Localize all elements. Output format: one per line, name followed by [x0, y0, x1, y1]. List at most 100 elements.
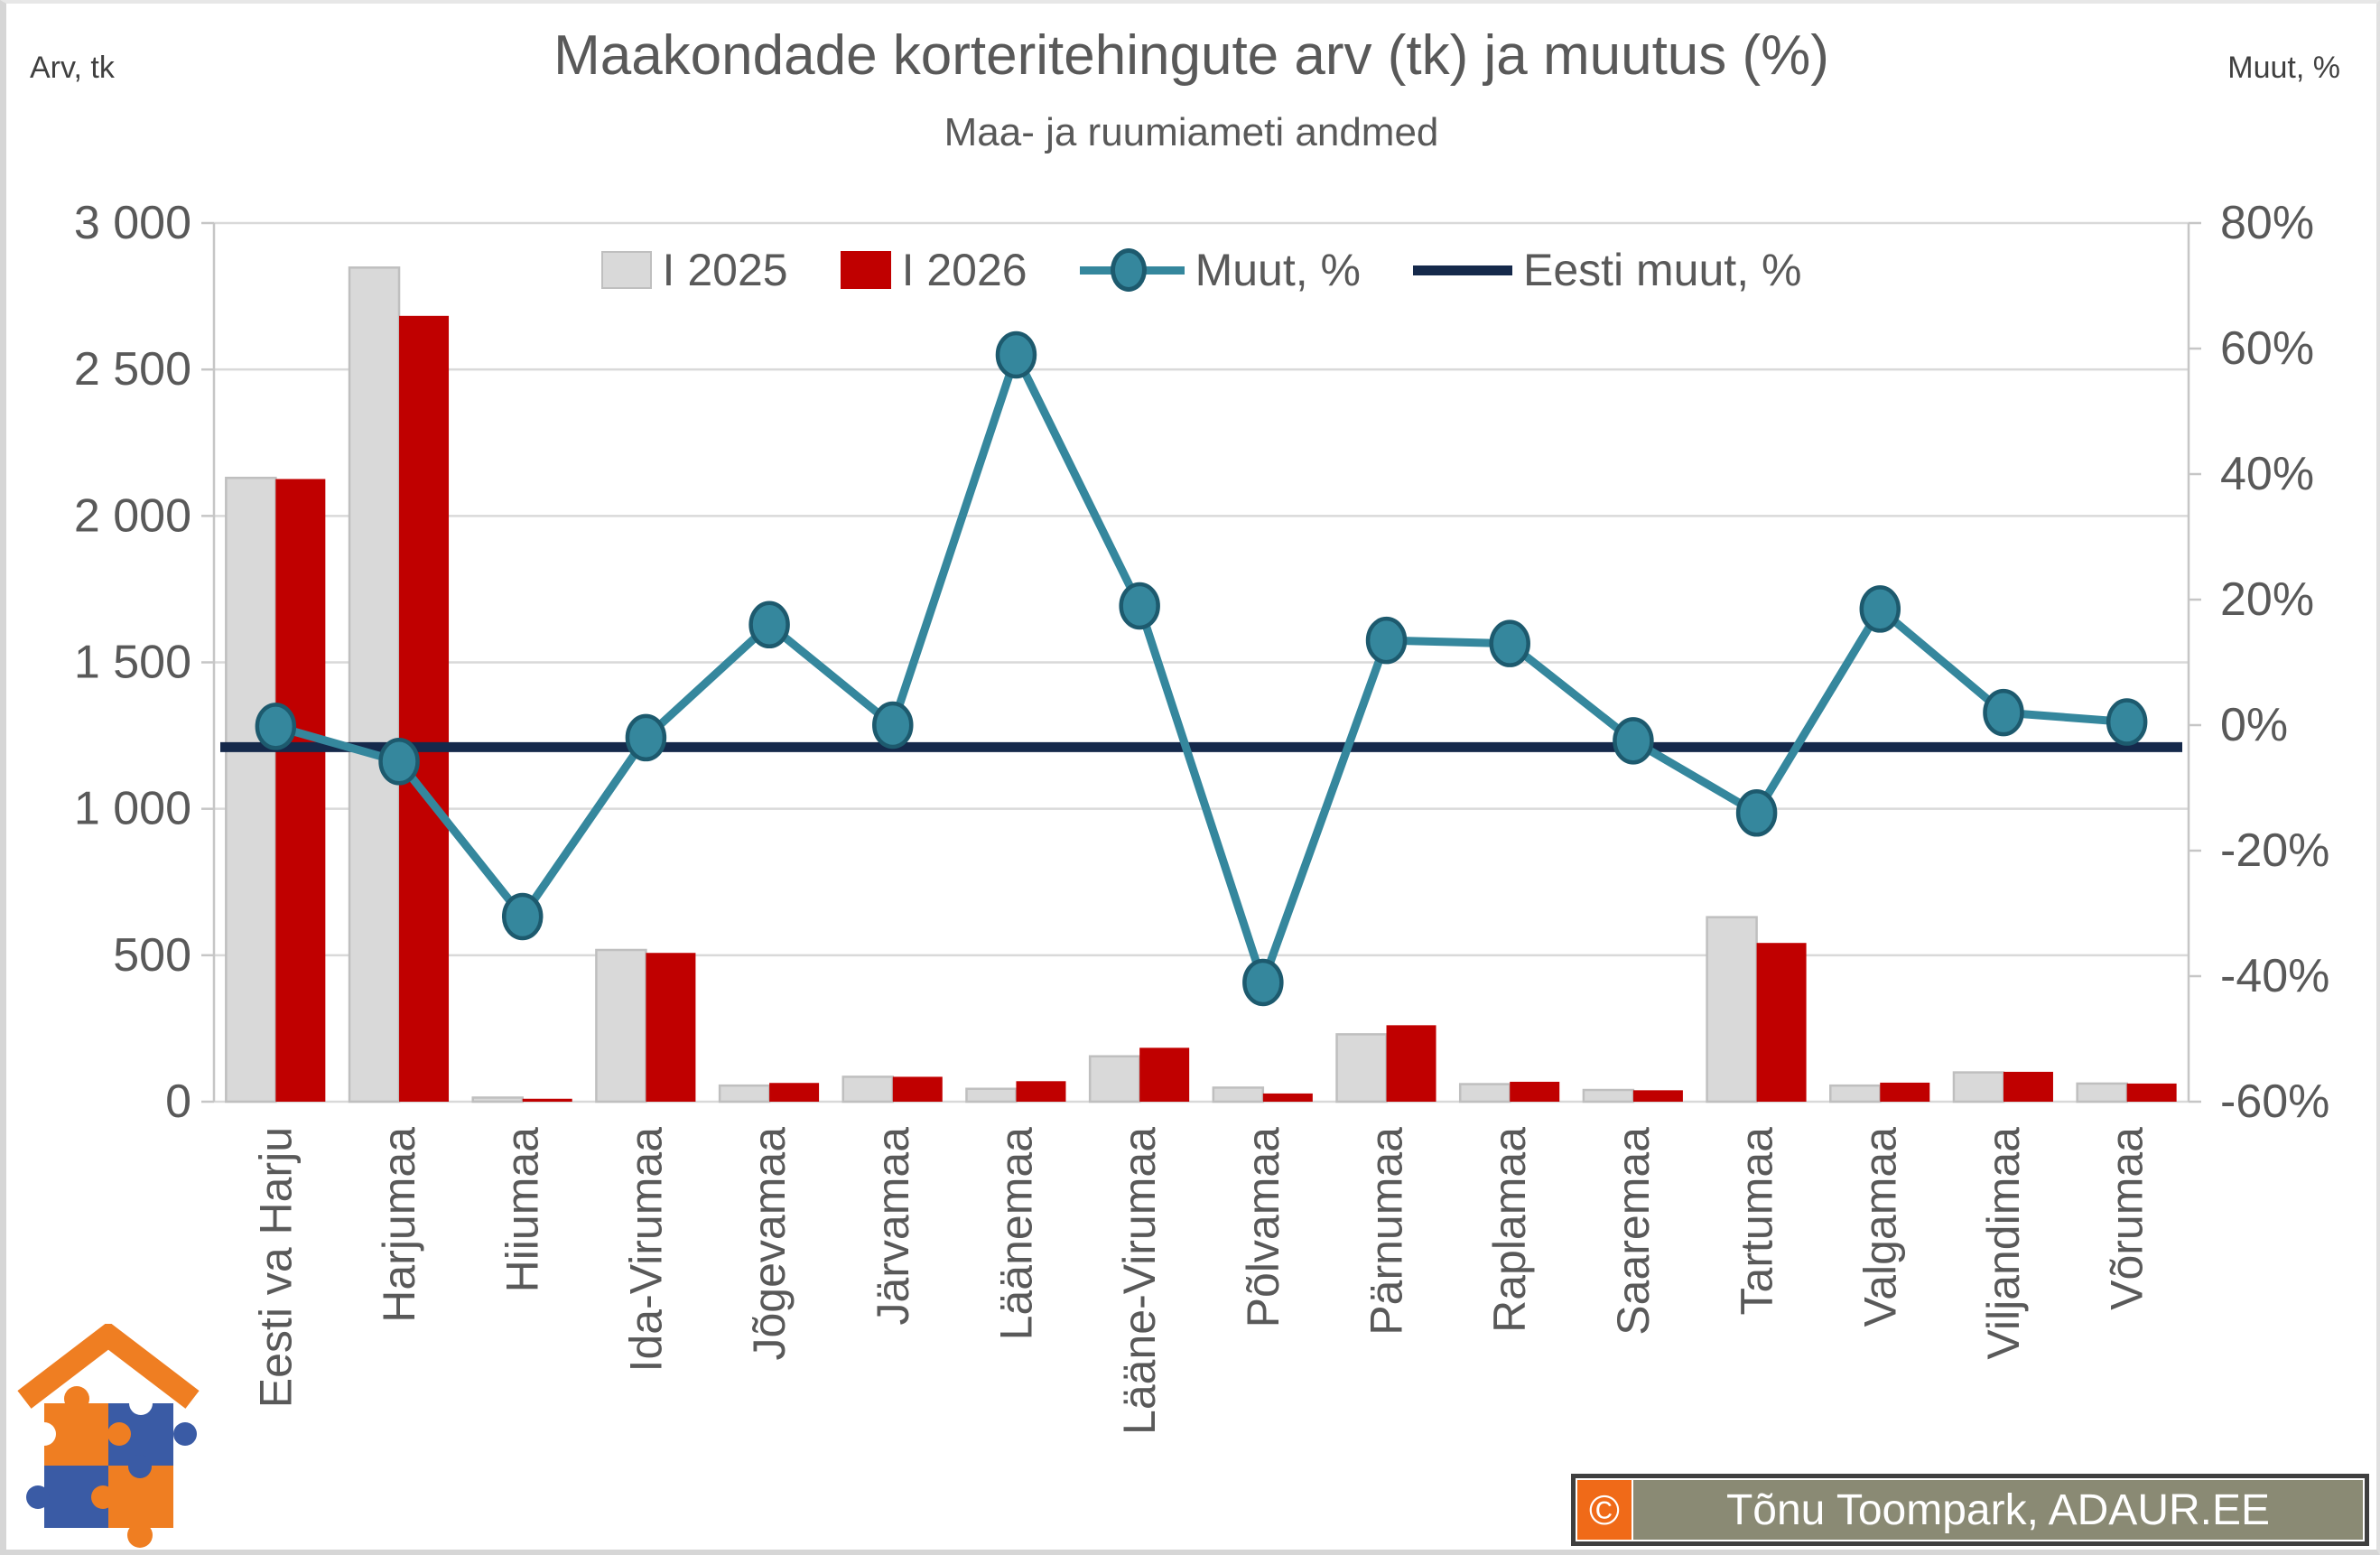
muut-line	[271, 350, 2132, 987]
bar-2026	[646, 953, 696, 1102]
category-label: Eesti va Harju	[250, 1127, 301, 1408]
bar-2025	[1952, 1071, 2005, 1103]
bar-2026	[275, 479, 326, 1102]
bar-2026	[1632, 1090, 1683, 1102]
muut-marker	[1735, 789, 1778, 837]
category-label: Põlvamaa	[1238, 1127, 1288, 1328]
bar-2025	[1582, 1088, 1635, 1103]
bar-2025	[841, 1075, 895, 1103]
house-puzzle-logo	[17, 1324, 200, 1548]
category-label: Järvamaa	[868, 1127, 918, 1326]
bar-2025	[1706, 916, 1758, 1103]
bar-2025	[595, 948, 647, 1103]
muut-marker	[995, 331, 1037, 379]
right-axis-tick-label: -20%	[2220, 824, 2329, 877]
bars-2026	[275, 315, 2177, 1102]
left-axis-tick-label: 2 000	[74, 489, 191, 542]
right-axis-unit-label: Muut, %	[2227, 51, 2340, 85]
bars-2025	[225, 266, 2128, 1103]
left-axis-tick-label: 3 000	[74, 197, 191, 249]
right-axis-tick-label: 60%	[2220, 322, 2314, 375]
page-title: Maakondade korteritehingute arv (tk) ja …	[553, 24, 1829, 87]
copyright-icon: ©	[1577, 1480, 1633, 1540]
legend-label-2026: I 2026	[901, 245, 1027, 295]
right-axis-tick-label: 40%	[2220, 448, 2314, 500]
muut-marker	[255, 703, 297, 750]
category-label: Läänemaa	[990, 1127, 1041, 1340]
legend-item-muut: Muut, %	[1079, 244, 1361, 296]
bar-2026	[1756, 943, 1807, 1102]
left-axis-tick-label: 1 500	[74, 637, 191, 689]
bar-2025	[718, 1084, 771, 1103]
bar-2025	[1335, 1033, 1388, 1103]
watermark-text: Tõnu Toompark, ADAUR.EE	[1725, 1485, 2271, 1534]
bar-2025	[1458, 1083, 1511, 1103]
watermark-inner: © Tõnu Toompark, ADAUR.EE	[1577, 1480, 2363, 1540]
bar-2025	[348, 266, 401, 1103]
bar-2026	[1880, 1082, 1930, 1102]
watermark-badge: © Tõnu Toompark, ADAUR.EE	[1571, 1474, 2369, 1546]
category-label: Saaremaa	[1608, 1127, 1659, 1336]
bar-2026	[1016, 1081, 1066, 1102]
muut-marker	[625, 713, 667, 762]
category-label: Võrumaa	[2102, 1127, 2152, 1310]
legend-swatch-2026	[840, 251, 891, 289]
category-label: Lääne-Virumaa	[1114, 1127, 1165, 1435]
muut-marker	[501, 892, 544, 941]
bar-2025	[471, 1096, 524, 1103]
category-labels: Eesti va Harju Harjumaa Hiiumaa Ida-Virumaa…	[250, 1127, 2152, 1435]
muut-marker	[1489, 619, 1530, 667]
category-label: Hiiumaa	[497, 1127, 548, 1293]
legend-label-muut: Muut, %	[1195, 245, 1361, 295]
right-axis-tick-label: 0%	[2220, 699, 2288, 751]
combo-chart: 0 500 1 000 1 500 2 000 2 500 3 000 -60% -40% -20…	[74, 197, 2330, 1435]
axis-lines	[201, 221, 2201, 1103]
muut-marker	[1365, 616, 1408, 665]
legend-label-eesti-muut: Eesti muut, %	[1522, 245, 1802, 295]
logo-puzzle-pieces	[26, 1386, 197, 1548]
bar-2026	[769, 1083, 820, 1102]
bar-2025	[1212, 1086, 1265, 1103]
navy-line-icon	[1412, 265, 1512, 275]
left-axis-tick-label: 500	[113, 929, 191, 982]
muut-marker	[1119, 582, 1160, 630]
left-axis-tick-label: 0	[165, 1075, 191, 1128]
bar-2026	[1510, 1081, 1560, 1102]
legend-muut-symbol	[1079, 247, 1185, 293]
muut-marker	[2106, 698, 2148, 746]
bar-2026	[892, 1076, 943, 1102]
category-label: Harjumaa	[374, 1127, 424, 1323]
bar-2025	[1088, 1055, 1141, 1103]
left-axis-tick-label: 2 500	[74, 343, 191, 396]
category-label: Viljandimaa	[1978, 1127, 2029, 1360]
bar-2025	[1829, 1084, 1882, 1103]
bar-2026	[2003, 1071, 2053, 1102]
bar-2026	[399, 315, 450, 1102]
muut-marker	[1983, 688, 2024, 737]
right-axis-tick-label: 80%	[2220, 197, 2314, 249]
muut-marker	[872, 701, 914, 750]
bar-2026	[1262, 1093, 1313, 1102]
legend-item-eesti-muut: Eesti muut, %	[1412, 244, 1802, 296]
bar-2026	[2126, 1083, 2177, 1102]
left-axis-tick-labels: 0 500 1 000 1 500 2 000 2 500 3 000	[74, 197, 191, 1128]
muut-marker	[1242, 958, 1284, 1007]
bar-2025	[965, 1087, 1018, 1103]
category-label: Jõgevamaa	[744, 1127, 795, 1361]
muut-marker	[1613, 717, 1654, 765]
category-label: Tartumaa	[1732, 1127, 1782, 1316]
legend-swatch-2025	[600, 251, 652, 289]
legend-label-2025: I 2025	[662, 245, 788, 295]
right-axis-tick-label: -40%	[2220, 950, 2329, 1002]
legend-item-2026: I 2026	[840, 244, 1027, 296]
category-label: Raplamaa	[1484, 1127, 1535, 1333]
muut-markers	[255, 331, 2148, 1007]
muut-marker	[748, 601, 790, 649]
page-subtitle: Maa- ja ruumiameti andmed	[944, 110, 1439, 154]
bar-2025	[225, 476, 277, 1103]
chart-legend: I 2025 I 2026 Muut, % Eesti muut, %	[214, 244, 2189, 296]
teal-circle-marker-icon	[1110, 248, 1147, 292]
bar-2026	[522, 1098, 572, 1102]
bar-2026	[1139, 1048, 1190, 1102]
